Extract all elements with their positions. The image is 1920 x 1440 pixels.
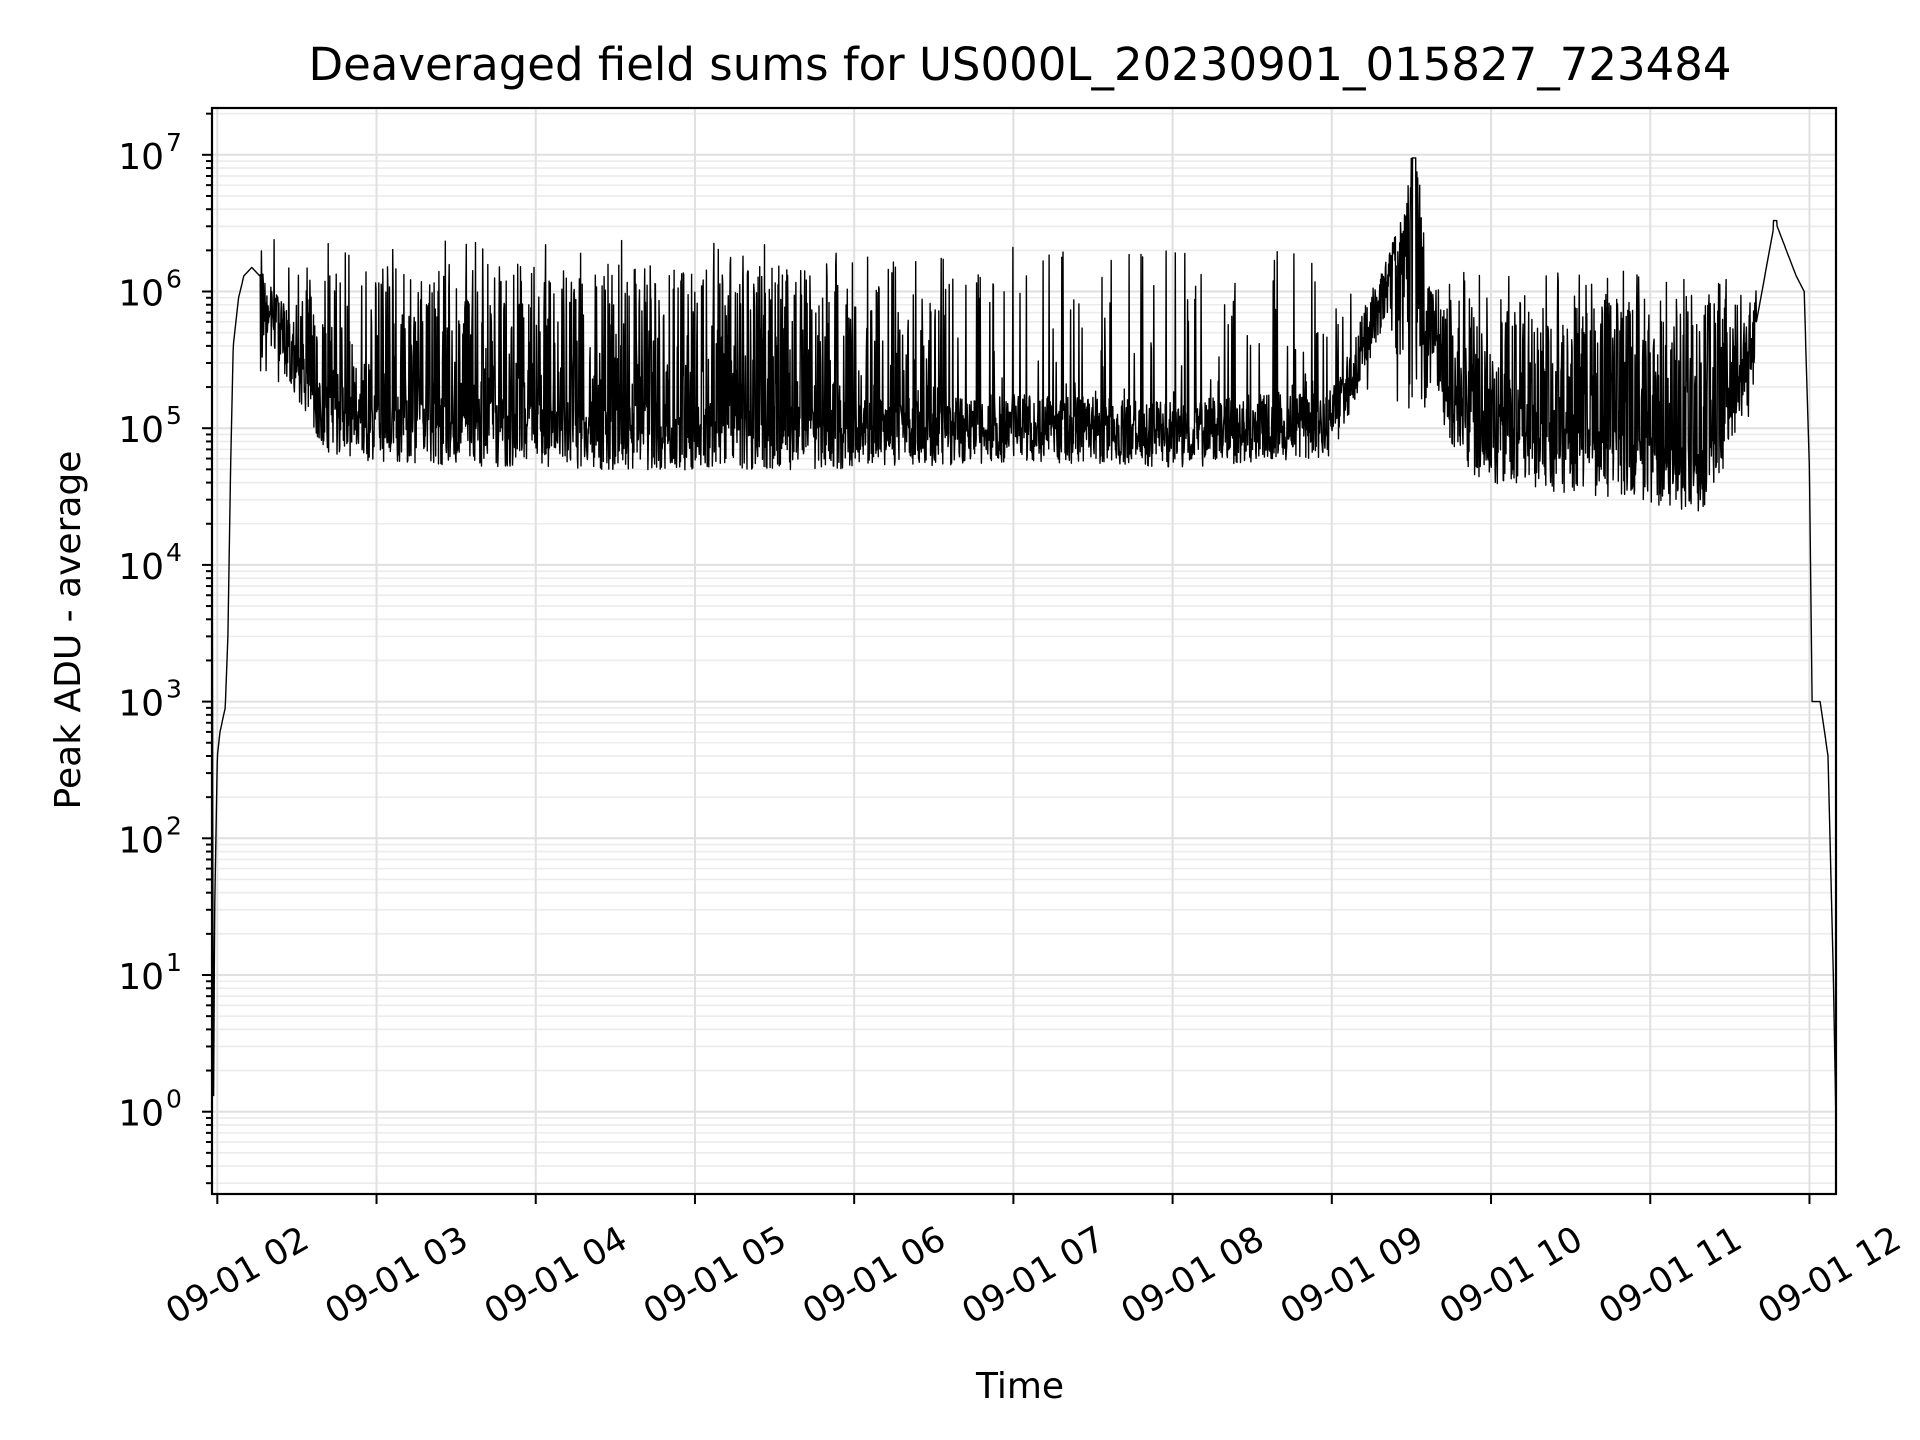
y-tick-base: 10 bbox=[118, 137, 164, 178]
y-tick-exponent: 3 bbox=[166, 675, 182, 704]
plot-area bbox=[211, 157, 1837, 1125]
y-tick-base: 10 bbox=[118, 547, 164, 588]
y-tick-label: 10 bbox=[118, 684, 164, 725]
y-tick-label: 10 bbox=[118, 137, 164, 178]
plot-frame bbox=[210, 106, 1838, 1196]
y-tick-exponent: 4 bbox=[166, 538, 182, 567]
y-tick-label: 10 bbox=[118, 410, 164, 451]
y-tick-label: 10 bbox=[118, 547, 164, 588]
y-tick-exponent: 2 bbox=[166, 811, 182, 840]
chart-title: Deaveraged field sums for US000L_2023090… bbox=[308, 38, 1731, 91]
y-tick-label: 10 bbox=[118, 1094, 164, 1135]
y-tick-label: 10 bbox=[118, 957, 164, 998]
y-tick-base: 10 bbox=[118, 410, 164, 451]
y-tick-base: 10 bbox=[118, 274, 164, 315]
y-tick-label: 10 bbox=[118, 274, 164, 315]
y-tick-base: 10 bbox=[118, 1094, 164, 1135]
y-tick-label: 10 bbox=[118, 820, 164, 861]
y-axis-label: Peak ADU - average bbox=[48, 451, 89, 810]
y-tick-base: 10 bbox=[118, 957, 164, 998]
y-tick-exponent: 7 bbox=[166, 128, 182, 157]
y-tick-base: 10 bbox=[118, 684, 164, 725]
series-line bbox=[211, 157, 1837, 1125]
x-axis-label: Time bbox=[975, 1366, 1064, 1407]
y-tick-exponent: 0 bbox=[166, 1085, 182, 1114]
y-tick-exponent: 5 bbox=[166, 401, 182, 430]
y-tick-exponent: 6 bbox=[166, 265, 182, 294]
y-tick-exponent: 1 bbox=[166, 948, 182, 977]
y-tick-base: 10 bbox=[118, 820, 164, 861]
